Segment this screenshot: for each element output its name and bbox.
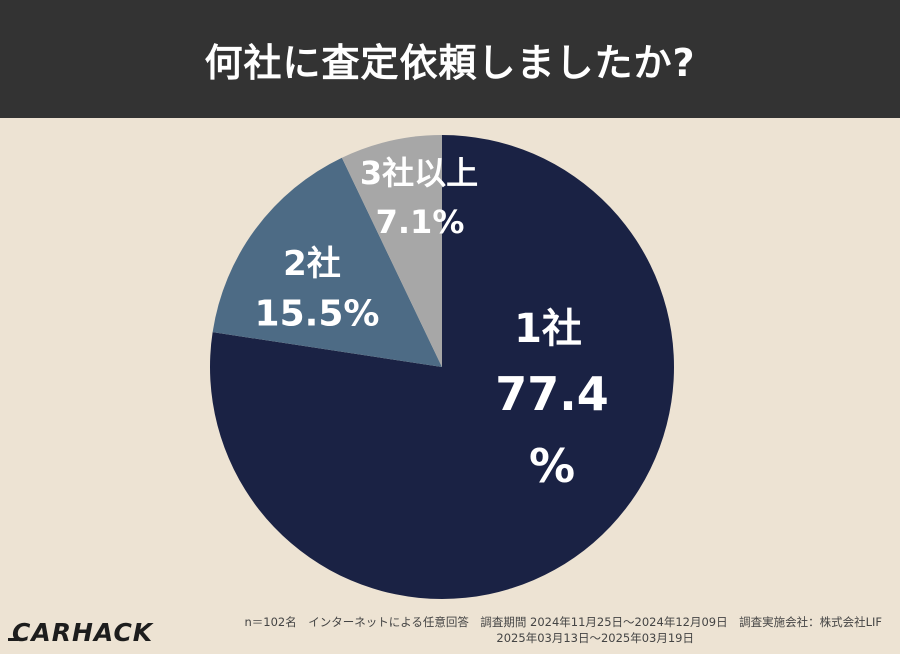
footnote-line-1: n＝102名 インターネットによる任意回答 調査期間 2024年11月25日〜2… [244, 615, 882, 629]
survey-footnote: n＝102名 インターネットによる任意回答 調査期間 2024年11月25日〜2… [244, 614, 882, 646]
pie-chart: 1社 77.4 % 2社 15.5% 3社以上 7.1% [210, 135, 674, 599]
footer: CARHACK n＝102名 インターネットによる任意回答 調査期間 2024年… [0, 608, 900, 654]
chart-title: 何社に査定依頼しましたか? [204, 40, 696, 85]
slice-label-3sha-value: 7.1% [376, 203, 465, 241]
slice-label-2sha-name: 2社 [283, 244, 341, 284]
slice-label-1sha-value: 77.4 [495, 367, 609, 421]
slice-label-1sha-name: 1社 [514, 306, 582, 352]
slice-label-3sha-name: 3社以上 [360, 154, 478, 192]
header-bar: 何社に査定依頼しましたか? [0, 0, 900, 118]
slice-label-2sha-value: 15.5% [255, 294, 380, 335]
pie-slice-3 [341, 135, 442, 367]
footnote-line-2: 2025年03月13日〜2025年03月19日 [496, 631, 694, 645]
slice-label-1sha-percent: % [529, 439, 575, 493]
carhack-logo: CARHACK [7, 618, 154, 647]
pie-slice-2 [212, 157, 442, 367]
